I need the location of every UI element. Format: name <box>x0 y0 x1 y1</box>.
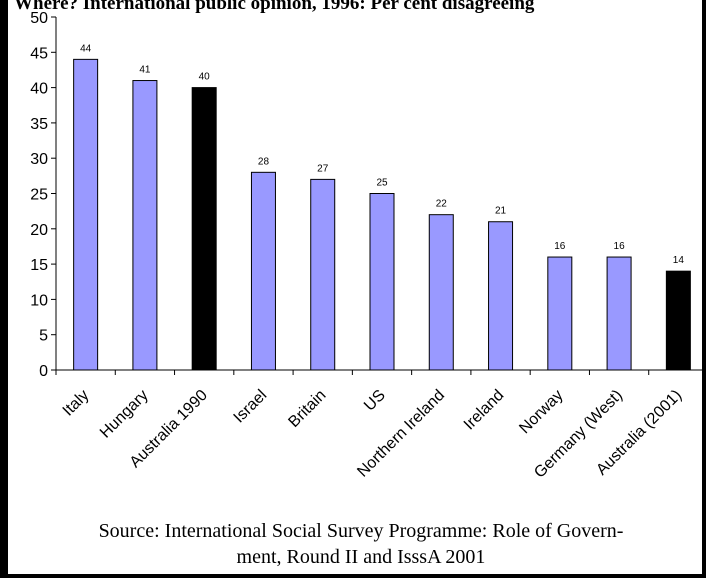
data-label: 22 <box>436 199 448 210</box>
category-label: Ireland <box>461 387 508 434</box>
bar <box>606 256 632 371</box>
caption-line-1: Source: International Social Survey Prog… <box>98 520 624 542</box>
data-label: 41 <box>139 65 151 76</box>
category-label: Italy <box>60 387 93 420</box>
caption-line-2: ment, Round II and IsssA 2001 <box>236 546 486 568</box>
category-label: Norway <box>516 387 566 437</box>
data-label: 21 <box>495 206 507 217</box>
bar-chart: 0510152025303540455044Italy41Hungary40Au… <box>30 10 706 482</box>
y-tick-label: 0 <box>39 363 48 380</box>
y-tick-label: 50 <box>30 10 48 27</box>
bar <box>310 178 336 371</box>
bar <box>428 214 454 371</box>
source-caption: Source: International Social Survey Prog… <box>16 518 706 570</box>
bar <box>191 87 217 371</box>
bar <box>132 80 158 371</box>
category-label: US <box>361 387 389 415</box>
data-label: 25 <box>376 178 388 189</box>
y-tick-label: 35 <box>30 116 48 133</box>
data-label: 44 <box>80 43 92 54</box>
data-label: 16 <box>554 241 566 252</box>
chart-title: Where? International public opinion, 199… <box>14 0 535 14</box>
y-tick-label: 15 <box>30 257 48 274</box>
data-label: 14 <box>673 255 685 266</box>
data-label: 28 <box>258 156 270 167</box>
bar <box>665 270 691 371</box>
y-tick-label: 40 <box>30 81 48 98</box>
data-label: 27 <box>317 163 329 174</box>
category-label: Hungary <box>97 387 152 442</box>
y-tick-label: 5 <box>39 328 48 345</box>
y-tick-label: 30 <box>30 151 48 168</box>
bar <box>369 193 395 371</box>
y-tick-label: 10 <box>30 292 48 309</box>
y-tick-label: 20 <box>30 222 48 239</box>
bar <box>250 171 276 371</box>
bar <box>488 221 514 371</box>
data-label: 40 <box>199 72 211 83</box>
bar <box>547 256 573 371</box>
y-tick-label: 45 <box>30 45 48 62</box>
category-label: Israel <box>231 387 271 427</box>
y-tick-label: 25 <box>30 187 48 204</box>
data-label: 16 <box>614 241 626 252</box>
category-label: Britain <box>285 387 329 431</box>
bar <box>73 58 99 371</box>
